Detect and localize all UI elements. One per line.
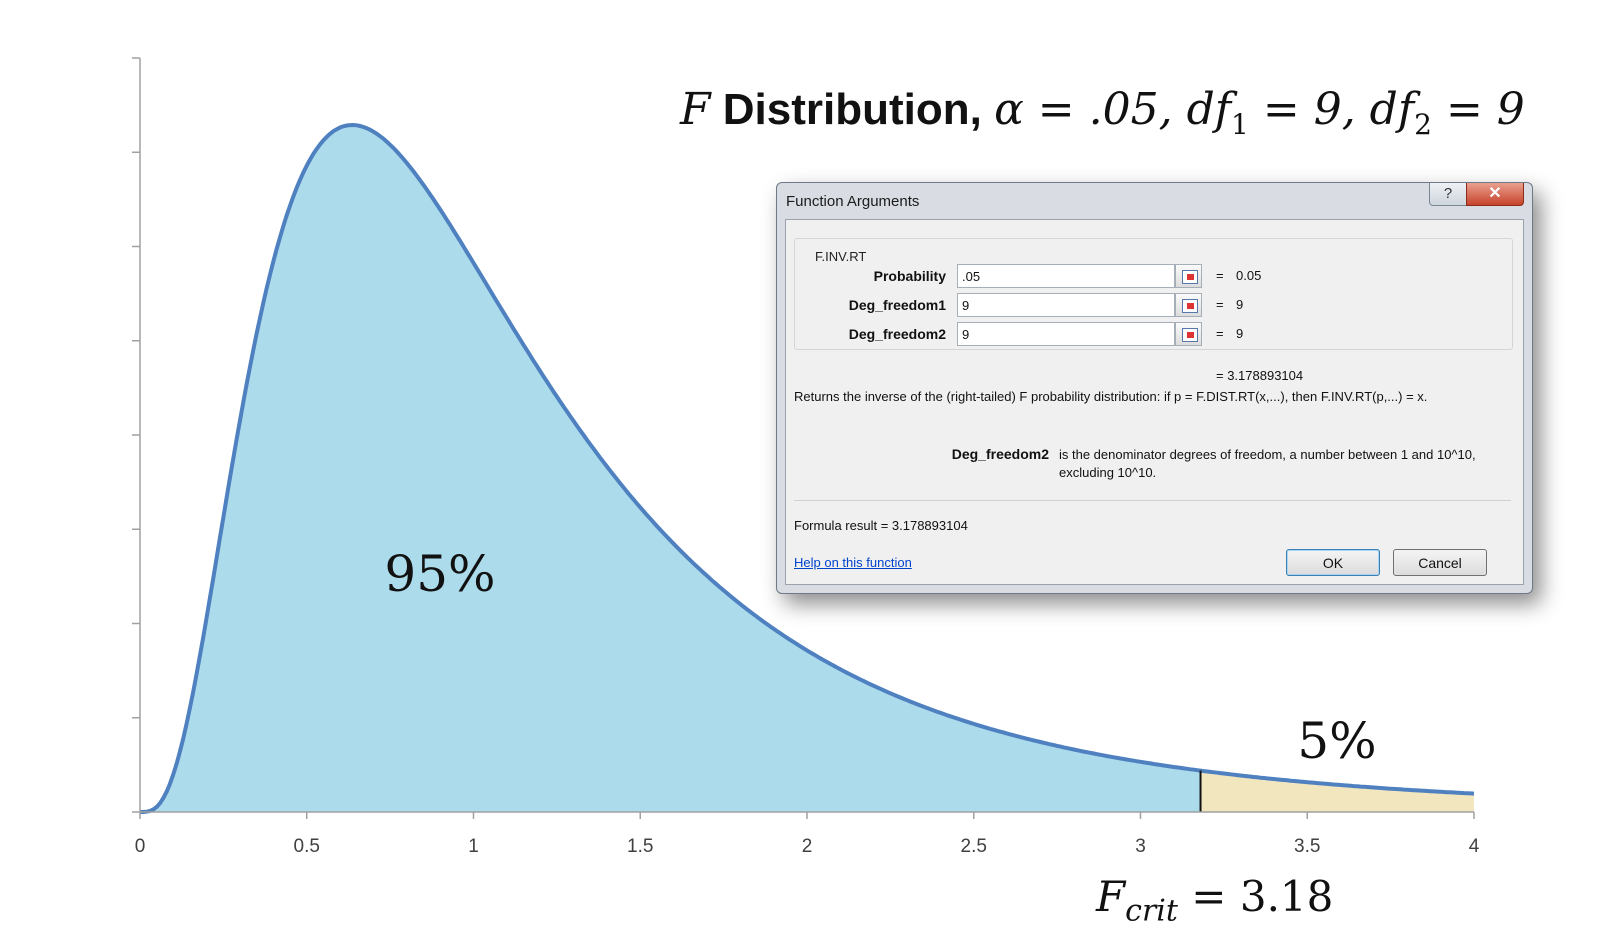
deg-freedom1-input[interactable]: 9 (957, 293, 1175, 317)
function-name: F.INV.RT (811, 249, 871, 264)
deg-freedom2-input[interactable]: 9 (957, 322, 1175, 346)
x-tick-label: 2 (802, 836, 813, 857)
fcrit-label: Fcrit = 3.18 (1096, 872, 1334, 929)
arg-name: Probability (873, 268, 946, 284)
dialog-titlebar[interactable]: Function Arguments ? ✕ (777, 183, 1532, 219)
range-select-icon[interactable] (1175, 322, 1202, 346)
arg-name: Deg_freedom1 (848, 297, 946, 313)
x-tick-label: 1 (468, 836, 479, 857)
dialog-body: F.INV.RT Probability .05 = 0.05 Deg_free… (785, 219, 1524, 585)
region-label-95: 95% (384, 545, 495, 603)
divider (794, 500, 1511, 501)
x-tick-label: 4 (1469, 836, 1480, 857)
overall-result: = 3.178893104 (1216, 368, 1304, 383)
formula-result: Formula result = 3.178893104 (794, 518, 968, 533)
cancel-button[interactable]: Cancel (1393, 549, 1487, 576)
function-description: Returns the inverse of the (right-tailed… (794, 389, 1428, 404)
dialog-title: Function Arguments (786, 193, 920, 210)
help-link[interactable]: Help on this function (794, 555, 912, 570)
arg-row-deg-freedom1: Deg_freedom1 9 = 9 (786, 293, 1523, 319)
arg-value: 9 (1236, 297, 1244, 312)
arguments-group: F.INV.RT (794, 238, 1513, 350)
area-95-percent (140, 125, 1201, 812)
function-arguments-dialog: Function Arguments ? ✕ F.INV.RT Probabil… (776, 182, 1533, 594)
density-curve (140, 122, 1475, 814)
param-description: is the denominator degrees of freedom, a… (1059, 447, 1476, 480)
title-f: F (680, 84, 711, 135)
close-button[interactable]: ✕ (1466, 183, 1524, 206)
x-tick-label: 2.5 (961, 836, 987, 857)
x-axis-ticks: 0 0.5 1 1.5 2 2.5 3 3.5 4 (135, 812, 1480, 857)
x-tick-label: 0.5 (294, 836, 320, 857)
arg-value: 9 (1236, 326, 1244, 341)
arg-value: 0.05 (1236, 268, 1262, 283)
arg-equals: = (1216, 326, 1224, 341)
x-tick-label: 3.5 (1294, 836, 1320, 857)
arg-equals: = (1216, 297, 1224, 312)
title-alpha: α = .05, df1 = 9, df2 = 9 (994, 84, 1525, 141)
x-tick-label: 3 (1135, 836, 1146, 857)
y-axis-ticks (132, 57, 140, 813)
arg-name: Deg_freedom2 (848, 326, 946, 342)
chart-title: F Distribution, α = .05, df1 = 9, df2 = … (680, 84, 1525, 141)
range-select-icon[interactable] (1175, 293, 1202, 317)
probability-input[interactable]: .05 (957, 264, 1175, 288)
range-select-icon[interactable] (1175, 264, 1202, 288)
title-word: Distribution, (722, 85, 982, 134)
arg-row-probability: Probability .05 = 0.05 (786, 264, 1523, 290)
arg-equals: = (1216, 268, 1224, 283)
help-button[interactable]: ? (1429, 183, 1467, 206)
region-label-5: 5% (1297, 712, 1376, 770)
x-tick-label: 0 (135, 836, 146, 857)
arg-row-deg-freedom2: Deg_freedom2 9 = 9 (786, 322, 1523, 348)
x-tick-label: 1.5 (627, 836, 653, 857)
param-name: Deg_freedom2 (951, 446, 1049, 462)
ok-button[interactable]: OK (1286, 549, 1380, 576)
area-5-percent (1200, 770, 1474, 812)
